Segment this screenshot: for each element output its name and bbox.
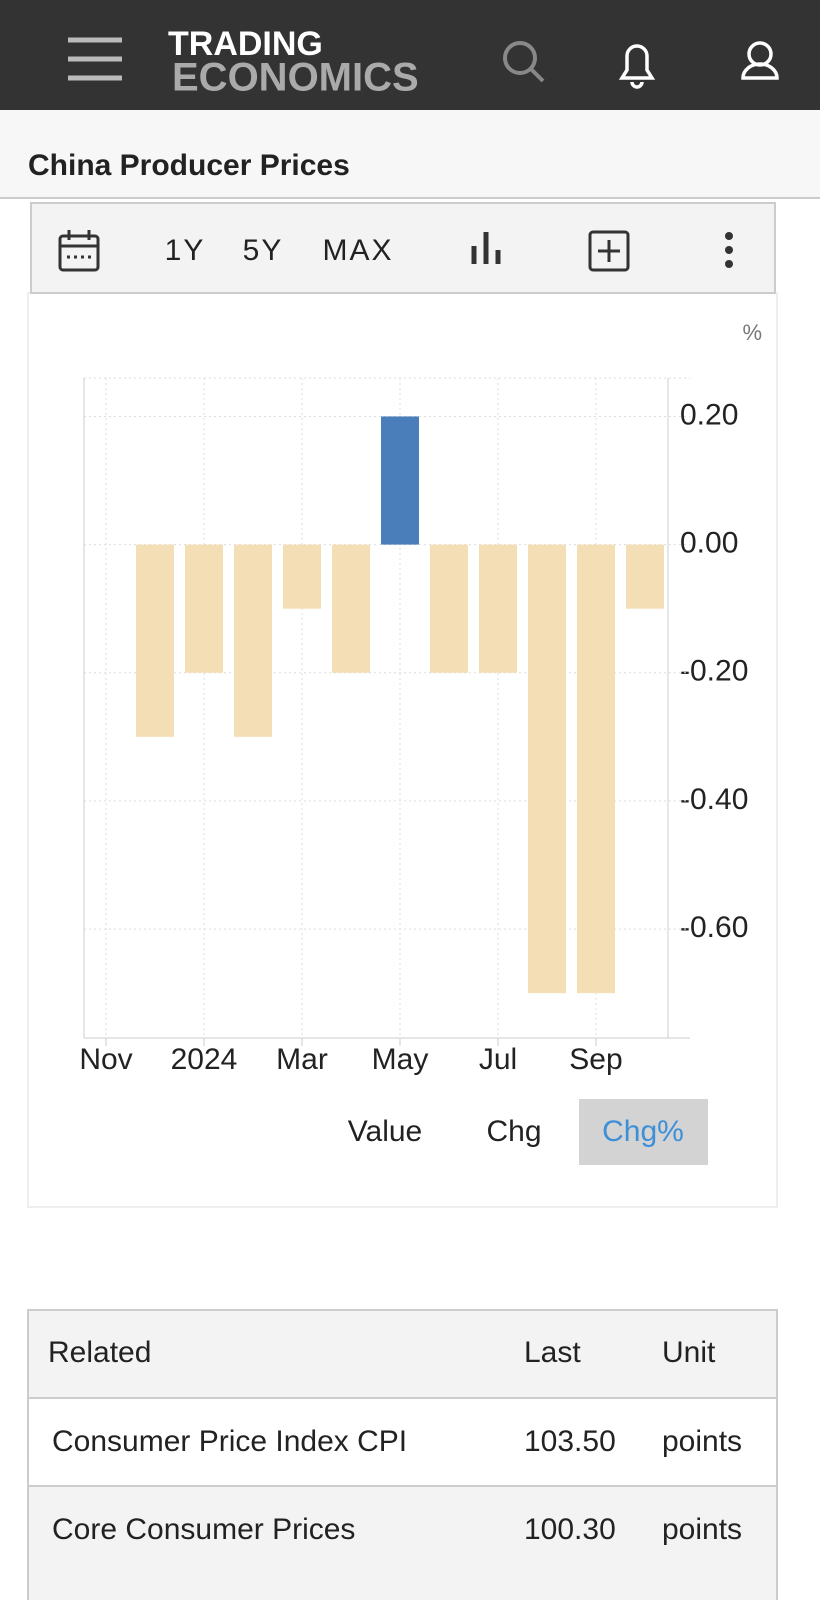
table-cell: points [662,1425,742,1458]
table-cell: points [662,1513,742,1546]
x-tick-label: Mar [276,1043,328,1076]
x-tick-label: 2024 [171,1043,238,1076]
mode-button[interactable]: Value [348,1115,423,1148]
user-icon[interactable] [741,41,779,80]
bar [332,544,370,673]
mode-selected-bg [579,1099,708,1165]
add-icon[interactable] [588,230,630,272]
y-tick-label: 0.20 [680,398,738,431]
y-tick-label: -0.20 [680,655,748,688]
range-button[interactable]: 5Y [243,234,284,267]
title-bar [0,110,820,198]
bar [234,544,272,737]
logo-bottom[interactable]: ECONOMICS [172,56,419,100]
bar-type-icon[interactable] [471,232,501,264]
bar [626,544,664,609]
table-cell: 103.50 [524,1425,616,1458]
table-cell: 100.30 [524,1513,616,1546]
x-tick-label: Jul [479,1043,517,1076]
menu-icon[interactable] [68,37,122,81]
bar [283,544,321,609]
bar [185,544,223,673]
bell-icon[interactable] [618,44,656,89]
bar [136,544,174,737]
y-tick-label: 0.00 [680,527,738,560]
column-header: Last [524,1336,581,1369]
x-tick-label: Sep [569,1043,622,1076]
page-title: China Producer Prices [28,149,350,182]
logo-top[interactable]: TRADING [168,25,323,63]
column-header: Unit [662,1336,716,1369]
mode-button[interactable]: Chg% [602,1115,684,1148]
x-tick-label: Nov [79,1043,132,1076]
bar [577,544,615,994]
table-cell[interactable]: Consumer Price Index CPI [52,1425,407,1458]
bar [381,416,419,545]
more-icon[interactable] [725,232,733,268]
search-icon[interactable] [503,41,545,83]
bar [528,544,566,994]
y-tick-label: -0.40 [680,783,748,816]
toolbar [30,202,776,294]
unit-label: % [742,320,762,345]
calendar-icon[interactable] [58,230,100,272]
range-button[interactable]: 1Y [165,234,206,267]
column-header: Related [48,1336,151,1369]
table-row-bg [29,1486,776,1600]
range-button[interactable]: MAX [322,234,393,267]
x-tick-label: May [372,1043,429,1076]
mode-button[interactable]: Chg [486,1115,541,1148]
bar [479,544,517,673]
bar [430,544,468,673]
table-cell[interactable]: Core Consumer Prices [52,1513,355,1546]
y-tick-label: -0.60 [680,911,748,944]
top-bar [0,0,820,110]
table-header-bg [29,1311,776,1398]
